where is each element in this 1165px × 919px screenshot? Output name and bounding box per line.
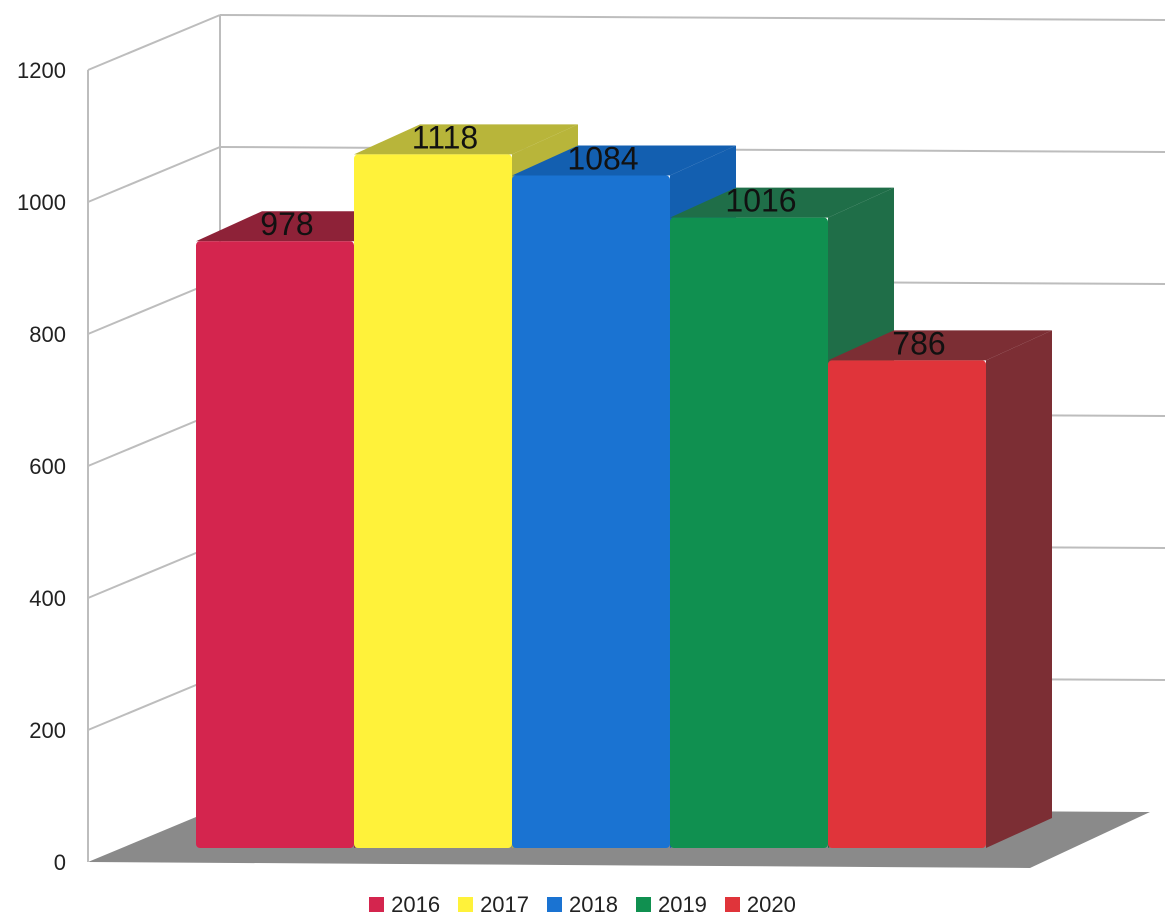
legend-item-2018: 2018 (547, 892, 618, 918)
gridline-back (219, 14, 1165, 21)
y-tick-label: 1200 (17, 58, 66, 83)
gridline-side (87, 146, 221, 203)
legend-swatch (724, 897, 740, 912)
bar-top (354, 124, 578, 155)
data-label-2019: 1016 (725, 183, 796, 219)
legend-label: 2020 (746, 891, 796, 917)
y-tick-label: 200 (29, 718, 66, 743)
bar-top (670, 187, 894, 218)
data-label-2016: 978 (260, 206, 313, 242)
gridline-side (87, 14, 221, 71)
data-label-2017: 1118 (412, 119, 478, 155)
y-tick-label: 600 (29, 454, 66, 479)
legend-label: 2017 (480, 891, 530, 917)
bar-front (354, 154, 512, 848)
bar-top (512, 145, 736, 176)
legend-swatch (458, 897, 474, 912)
legend-item-2016: 2016 (369, 892, 440, 918)
bar-front (196, 241, 354, 849)
legend: 2016 2017 2018 2019 2020 (0, 890, 1165, 919)
bar-top (828, 330, 1052, 361)
legend-swatch (369, 897, 385, 912)
bar-side (986, 330, 1052, 848)
bar-chart: 0 200 400 600 800 1000 1200 978 1118 1084 1016 786 (17, 14, 1165, 875)
data-label-2018: 1084 (567, 140, 638, 176)
legend-label: 2019 (657, 891, 707, 917)
bar-front (828, 360, 986, 848)
legend-item-2019: 2019 (635, 891, 707, 918)
y-tick-label: 800 (29, 322, 66, 347)
bar-front (512, 175, 670, 849)
y-axis: 0 200 400 600 800 1000 1200 (17, 58, 89, 875)
legend-item-2020: 2020 (724, 891, 796, 918)
legend-label: 2016 (391, 891, 441, 917)
data-label-2020: 786 (892, 325, 945, 361)
legend-swatch (547, 897, 563, 912)
legend-item-2017: 2017 (458, 892, 529, 918)
bar-2020 (828, 330, 1052, 848)
data-labels: 978 1118 1084 1016 786 (260, 119, 945, 361)
y-tick-label: 400 (29, 586, 66, 611)
bar-front (670, 217, 828, 849)
y-tick-label: 0 (54, 850, 66, 875)
legend-label: 2018 (569, 891, 618, 917)
y-tick-label: 1000 (17, 190, 66, 215)
bars (196, 124, 1052, 849)
legend-swatch (635, 897, 651, 912)
